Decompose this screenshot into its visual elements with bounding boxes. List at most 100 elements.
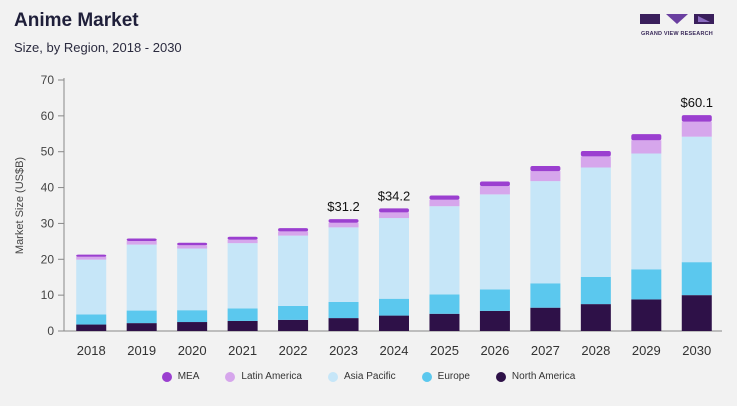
bar-segment bbox=[580, 167, 611, 277]
chart-subtitle: Size, by Region, 2018 - 2030 bbox=[14, 40, 182, 55]
bar-segment bbox=[479, 186, 510, 195]
bar-segment bbox=[76, 259, 107, 315]
bar-segment bbox=[479, 194, 510, 290]
bar-segment bbox=[227, 320, 258, 331]
bar-segment bbox=[379, 208, 409, 213]
y-tick-label: 50 bbox=[41, 145, 55, 159]
legend-label: Asia Pacific bbox=[343, 371, 396, 382]
bar-segment bbox=[580, 156, 611, 168]
bar-segment bbox=[227, 308, 258, 321]
legend-swatch bbox=[421, 371, 432, 382]
legend-swatch bbox=[495, 371, 506, 382]
bar-segment bbox=[530, 181, 561, 284]
bar-segment bbox=[479, 310, 510, 331]
chart-title: Anime Market bbox=[14, 10, 139, 31]
bar-segment bbox=[580, 150, 611, 157]
legend-swatch bbox=[327, 371, 338, 382]
x-tick-label: 2028 bbox=[581, 343, 610, 358]
legend-item: Europe bbox=[421, 371, 470, 382]
legend-item: MEA bbox=[161, 371, 200, 382]
bar-segment bbox=[227, 236, 258, 240]
bar-segment bbox=[177, 248, 208, 311]
y-tick-label: 30 bbox=[41, 216, 55, 230]
x-tick-label: 2030 bbox=[682, 343, 711, 358]
x-tick-label: 2027 bbox=[531, 343, 560, 358]
bar-segment bbox=[379, 315, 409, 331]
data-label: $60.1 bbox=[680, 95, 713, 110]
bar-segment bbox=[379, 218, 409, 299]
legend: MEA Latin America Asia Pacific Europe North … bbox=[0, 371, 737, 382]
bar-segment bbox=[429, 206, 460, 295]
x-tick-label: 2019 bbox=[127, 343, 156, 358]
bar-segment bbox=[479, 181, 510, 187]
bar-segment bbox=[328, 318, 359, 331]
bar-segment bbox=[681, 121, 712, 137]
x-tick-label: 2025 bbox=[430, 343, 459, 358]
bar-segment bbox=[681, 136, 712, 263]
x-tick-label: 2029 bbox=[632, 343, 661, 358]
bar-segment bbox=[379, 212, 409, 219]
bar-segment bbox=[278, 235, 309, 306]
legend-item: Latin America bbox=[225, 371, 302, 382]
bar-segment bbox=[177, 245, 208, 249]
bar-segment bbox=[429, 294, 460, 314]
y-tick-label: 60 bbox=[41, 109, 55, 123]
bar-segment bbox=[177, 322, 208, 331]
x-tick-label: 2018 bbox=[77, 343, 106, 358]
bar-segment bbox=[126, 240, 157, 245]
bar-segment bbox=[328, 219, 359, 223]
bar-segment bbox=[76, 324, 107, 331]
brand-name: GRAND VIEW RESEARCH bbox=[641, 31, 713, 37]
legend-label: North America bbox=[511, 371, 576, 382]
x-tick-label: 2024 bbox=[380, 343, 409, 358]
bar-segment bbox=[278, 231, 309, 236]
y-tick-label: 40 bbox=[41, 181, 55, 195]
bar-segment bbox=[379, 298, 409, 316]
bar-segment bbox=[177, 242, 208, 246]
bar-segment bbox=[126, 238, 157, 241]
data-label: $31.2 bbox=[327, 199, 360, 214]
bar-segment bbox=[76, 314, 107, 325]
bar-segment bbox=[479, 289, 510, 311]
bar-segment bbox=[530, 171, 561, 182]
bar-segment bbox=[76, 256, 107, 260]
bar-segment bbox=[429, 195, 460, 200]
bar-segment bbox=[227, 243, 258, 309]
bar-segment bbox=[681, 262, 712, 296]
legend-label: MEA bbox=[177, 371, 200, 382]
bar-segment bbox=[126, 244, 157, 311]
bar-segment bbox=[631, 140, 662, 154]
y-tick-label: 10 bbox=[41, 288, 55, 302]
bar-segment bbox=[681, 295, 712, 331]
bar-segment bbox=[278, 228, 309, 232]
bar-segment bbox=[126, 323, 157, 331]
bar-segment bbox=[631, 269, 662, 300]
bar-segment bbox=[631, 134, 662, 141]
x-tick-label: 2021 bbox=[228, 343, 257, 358]
legend-label: Latin America bbox=[241, 371, 302, 382]
bar-segment bbox=[177, 310, 208, 323]
bar-segment bbox=[530, 307, 561, 331]
y-tick-label: 0 bbox=[47, 324, 54, 338]
legend-item: Asia Pacific bbox=[327, 371, 396, 382]
x-tick-label: 2020 bbox=[178, 343, 207, 358]
bar-segment bbox=[631, 299, 662, 331]
legend-swatch bbox=[161, 371, 172, 382]
bar-segment bbox=[278, 319, 309, 331]
bar-segment bbox=[278, 305, 309, 320]
legend-swatch bbox=[225, 371, 236, 382]
legend-label: Europe bbox=[437, 371, 470, 382]
bar-segment bbox=[631, 153, 662, 270]
y-tick-label: 20 bbox=[41, 252, 55, 266]
bar-segment bbox=[681, 115, 712, 122]
brand-logo bbox=[640, 14, 714, 24]
x-tick-label: 2022 bbox=[279, 343, 308, 358]
x-tick-label: 2023 bbox=[329, 343, 358, 358]
bar-segment bbox=[328, 301, 359, 319]
bar-segment bbox=[530, 166, 561, 172]
x-tick-label: 2026 bbox=[480, 343, 509, 358]
bar-segment bbox=[429, 313, 460, 331]
data-label: $34.2 bbox=[378, 188, 411, 203]
bar-segment bbox=[126, 310, 157, 324]
